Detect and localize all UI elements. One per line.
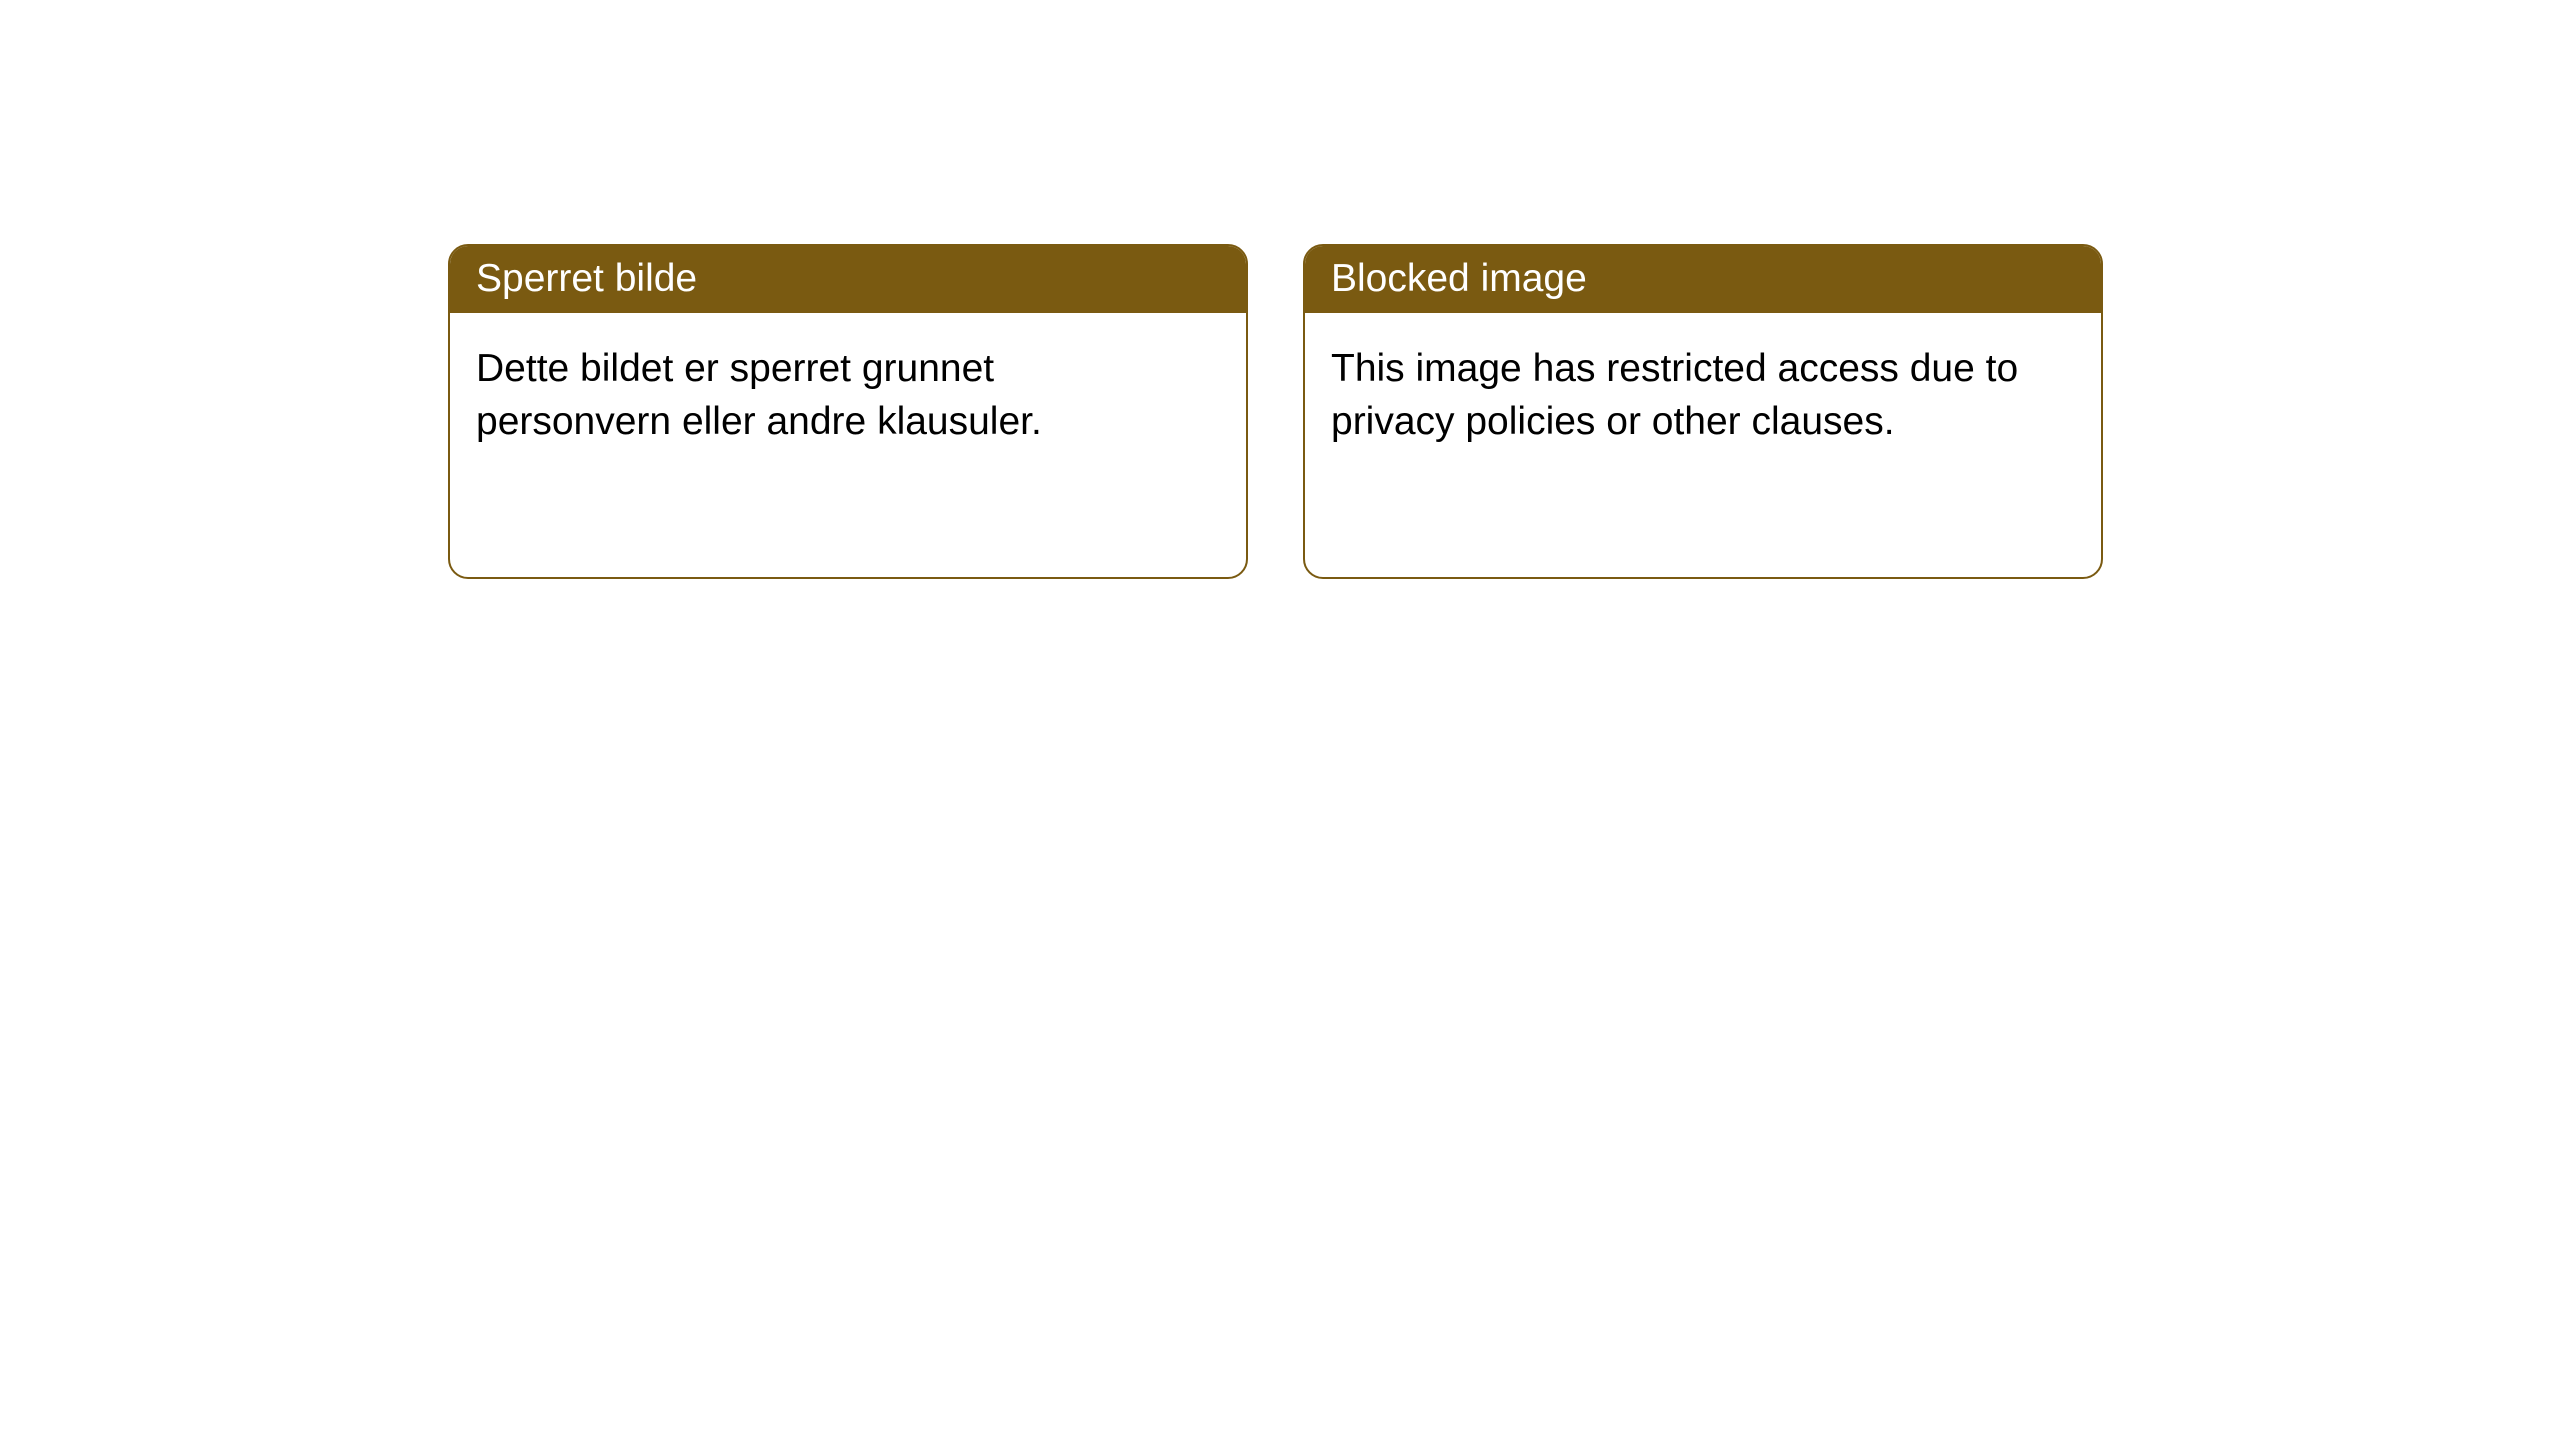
notice-card-norwegian: Sperret bilde Dette bildet er sperret gr… [448,244,1248,579]
notice-header-en: Blocked image [1305,246,2101,313]
notice-header-no: Sperret bilde [450,246,1246,313]
notice-body-no: Dette bildet er sperret grunnet personve… [450,313,1210,474]
notice-container: Sperret bilde Dette bildet er sperret gr… [0,0,2560,579]
notice-body-en: This image has restricted access due to … [1305,313,2065,474]
notice-card-english: Blocked image This image has restricted … [1303,244,2103,579]
